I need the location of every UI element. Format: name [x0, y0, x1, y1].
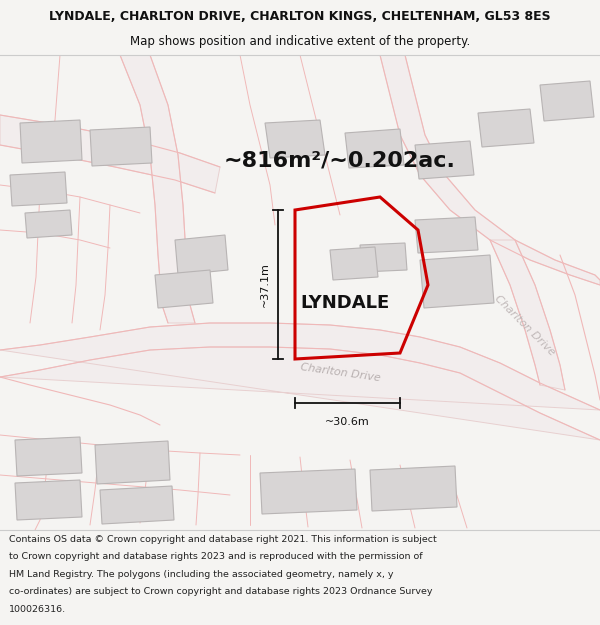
Polygon shape	[100, 486, 174, 524]
Text: LYNDALE, CHARLTON DRIVE, CHARLTON KINGS, CHELTENHAM, GL53 8ES: LYNDALE, CHARLTON DRIVE, CHARLTON KINGS,…	[49, 10, 551, 23]
Polygon shape	[420, 255, 494, 308]
Text: ~30.6m: ~30.6m	[325, 417, 370, 427]
Text: to Crown copyright and database rights 2023 and is reproduced with the permissio: to Crown copyright and database rights 2…	[9, 552, 422, 561]
Text: Charlton Drive: Charlton Drive	[493, 293, 557, 357]
Polygon shape	[95, 441, 170, 484]
Polygon shape	[265, 120, 325, 158]
Text: LYNDALE: LYNDALE	[301, 294, 389, 312]
Polygon shape	[15, 437, 82, 476]
Text: Charlton Drive: Charlton Drive	[299, 362, 381, 384]
Polygon shape	[0, 115, 220, 193]
Text: ~37.1m: ~37.1m	[260, 262, 270, 307]
Text: Contains OS data © Crown copyright and database right 2021. This information is : Contains OS data © Crown copyright and d…	[9, 535, 437, 544]
Polygon shape	[0, 323, 600, 440]
Polygon shape	[20, 120, 82, 163]
Polygon shape	[360, 243, 407, 272]
Polygon shape	[260, 469, 357, 514]
Text: HM Land Registry. The polygons (including the associated geometry, namely x, y: HM Land Registry. The polygons (includin…	[9, 570, 394, 579]
Polygon shape	[380, 55, 600, 285]
Text: 100026316.: 100026316.	[9, 605, 66, 614]
Polygon shape	[120, 55, 195, 323]
Polygon shape	[175, 235, 228, 275]
Polygon shape	[415, 141, 474, 179]
Polygon shape	[10, 172, 67, 206]
Text: Map shows position and indicative extent of the property.: Map shows position and indicative extent…	[130, 35, 470, 48]
Polygon shape	[540, 81, 594, 121]
Polygon shape	[25, 210, 72, 238]
Polygon shape	[330, 247, 378, 280]
Polygon shape	[345, 129, 404, 168]
Text: ~816m²/~0.202ac.: ~816m²/~0.202ac.	[224, 150, 456, 170]
Polygon shape	[478, 109, 534, 147]
Polygon shape	[490, 240, 565, 390]
Polygon shape	[415, 217, 478, 253]
Polygon shape	[370, 466, 457, 511]
Polygon shape	[155, 270, 213, 308]
Text: co-ordinates) are subject to Crown copyright and database rights 2023 Ordnance S: co-ordinates) are subject to Crown copyr…	[9, 588, 433, 596]
Polygon shape	[15, 480, 82, 520]
Polygon shape	[90, 127, 152, 166]
